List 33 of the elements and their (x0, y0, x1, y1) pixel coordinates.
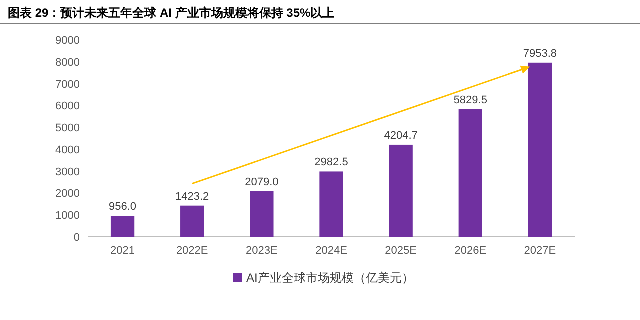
bar (180, 206, 204, 237)
data-label: 2982.5 (314, 156, 348, 169)
x-tick-label: 2023E (246, 245, 278, 257)
y-tick-label: 4000 (56, 144, 80, 156)
x-tick-label: 2025E (385, 245, 417, 257)
data-label: 956.0 (109, 201, 137, 214)
x-tick-label: 2026E (454, 245, 487, 257)
y-tick-label: 8000 (56, 56, 80, 69)
chart-title: 图表 29：预计未来五年全球 AI 产业市场规模将保持 35%以上 (8, 6, 335, 20)
y-tick-label: 5000 (56, 122, 80, 135)
y-tick-label: 7000 (56, 78, 80, 91)
x-tick-label: 2022E (176, 245, 208, 257)
legend-label: AI产业全球市场规模（亿美元） (246, 271, 414, 285)
data-label: 7953.8 (523, 48, 558, 60)
y-tick-label: 0 (74, 232, 80, 244)
y-tick-label: 9000 (56, 35, 80, 47)
bar (389, 144, 413, 237)
bar (320, 172, 344, 237)
y-tick-label: 6000 (56, 100, 80, 113)
x-tick-label: 2021 (110, 245, 136, 257)
bar (528, 62, 552, 237)
y-tick-label: 1000 (56, 210, 80, 222)
bar (458, 109, 482, 237)
bar (250, 191, 274, 237)
y-tick-label: 2000 (56, 188, 80, 200)
x-tick-label: 2027E (524, 245, 556, 257)
data-label: 4204.7 (384, 130, 418, 142)
y-tick-label: 3000 (56, 166, 80, 178)
data-label: 2079.0 (245, 176, 279, 188)
data-label: 1423.2 (176, 190, 210, 203)
x-tick-label: 2024E (316, 245, 348, 257)
bar (110, 216, 135, 237)
data-label: 5829.5 (454, 94, 488, 106)
